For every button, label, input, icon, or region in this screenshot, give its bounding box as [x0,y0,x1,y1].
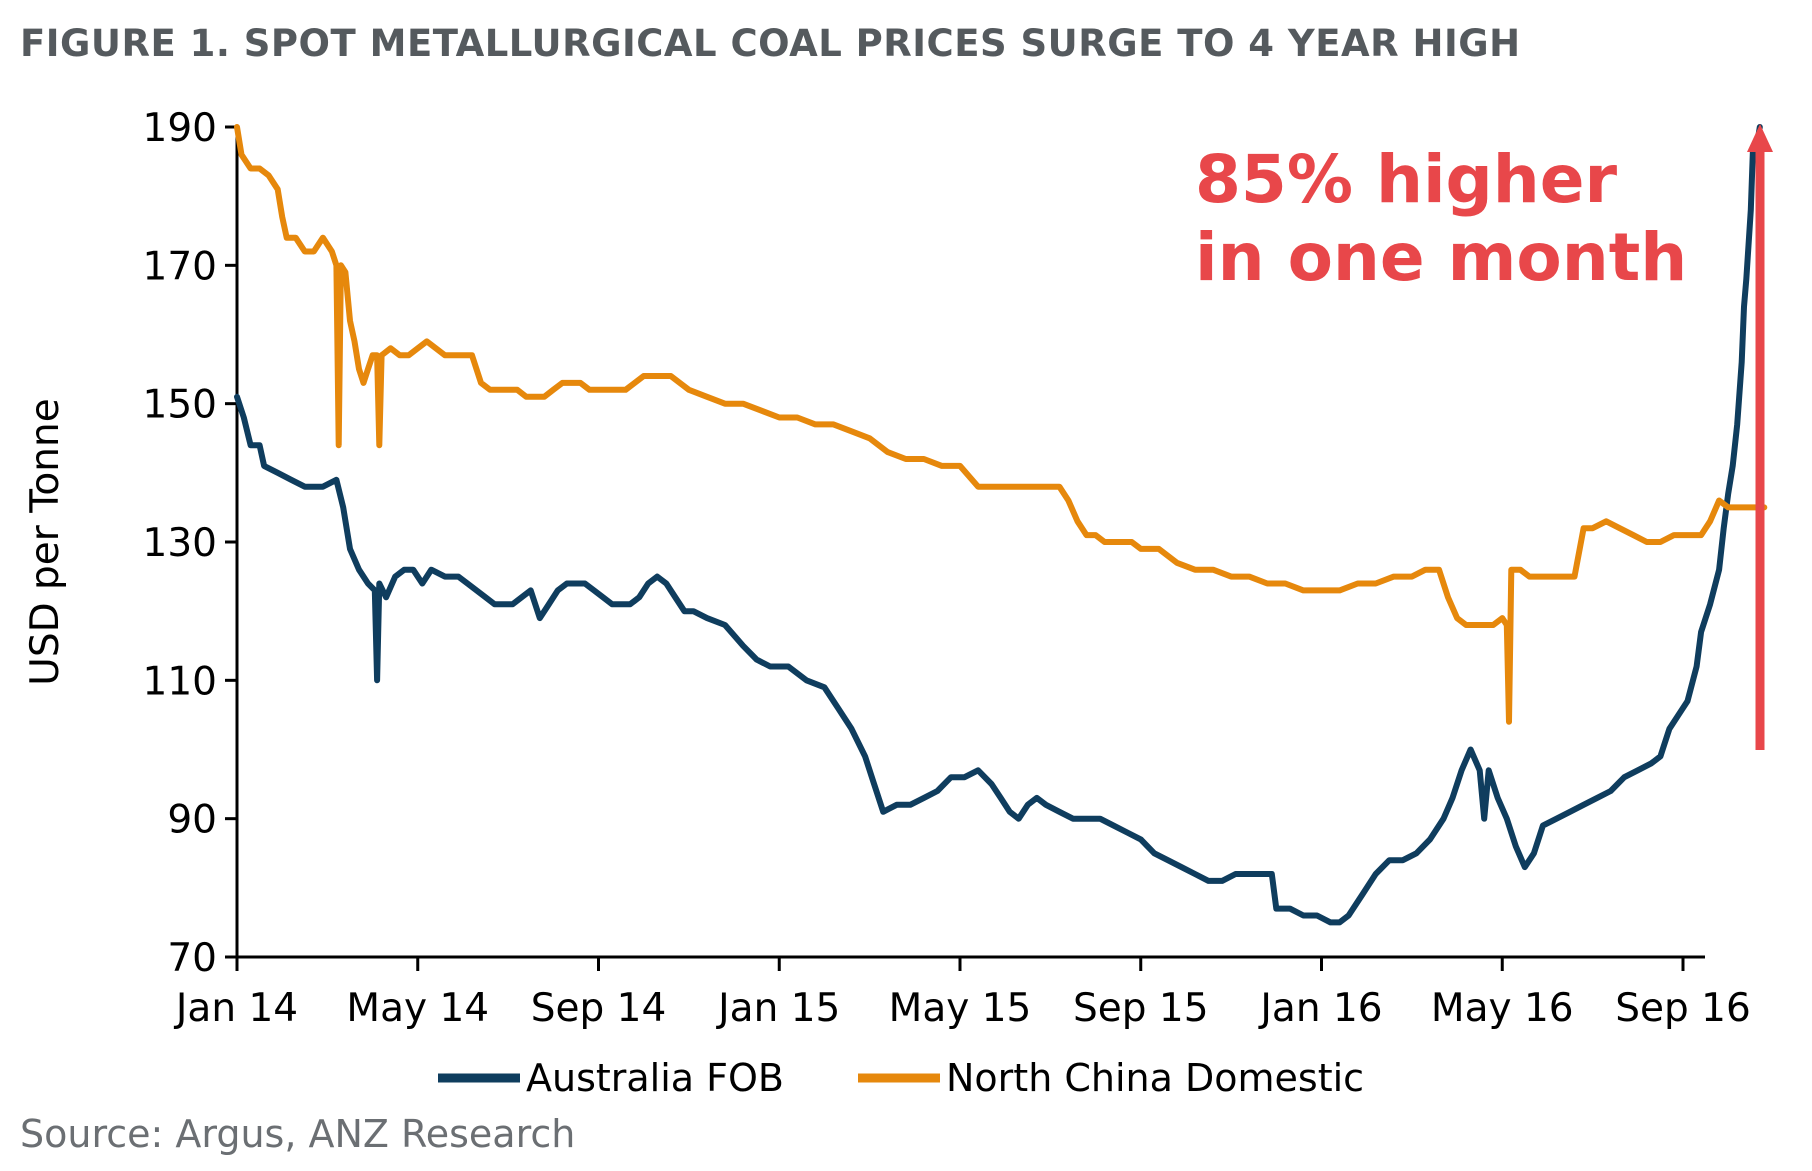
chart-series [234,124,1768,926]
legend-label-north-china-domestic: North China Domestic [946,1056,1364,1100]
series-line-australia-fob [234,124,1763,926]
x-tick-label: Jan 15 [715,986,840,1031]
x-tick-label: Jan 14 [173,986,298,1031]
x-tick-label: Sep 14 [531,986,667,1031]
chart-title: FIGURE 1. SPOT METALLURGICAL COAL PRICES… [20,22,1521,65]
y-tick-label: 110 [143,659,217,704]
x-tick-label: May 14 [346,986,489,1031]
x-tick-label: Sep 16 [1615,986,1751,1031]
chart-legend: Australia FOB North China Domestic [438,1056,1364,1100]
annotation-arrow-head [1747,124,1773,152]
series-line-north-china-domestic [234,124,1768,725]
y-tick-label: 170 [143,244,217,289]
x-tick-label: Jan 16 [1257,986,1382,1031]
chart-axes: 70 90 110 130 150 170 190 Jan 14 May 14 Sep 14 Jan… [23,106,1751,1031]
y-tick-label: 150 [143,383,217,428]
x-tick-label: May 16 [1431,986,1574,1031]
y-tick-label: 130 [143,521,217,566]
y-axis-title: USD per Tonne [23,398,68,685]
source-note: Source: Argus, ANZ Research [20,1112,576,1156]
x-tick-label: May 15 [889,986,1032,1031]
annotation-line-1: 85% higher [1195,141,1618,218]
y-tick-label: 70 [167,936,217,981]
legend-label-australia-fob: Australia FOB [526,1056,784,1100]
annotation-line-2: in one month [1195,219,1687,296]
y-tick-label: 190 [143,106,217,151]
y-tick-label: 90 [167,798,217,843]
annotation-arrow [1747,124,1773,750]
x-tick-label: Sep 15 [1073,986,1209,1031]
